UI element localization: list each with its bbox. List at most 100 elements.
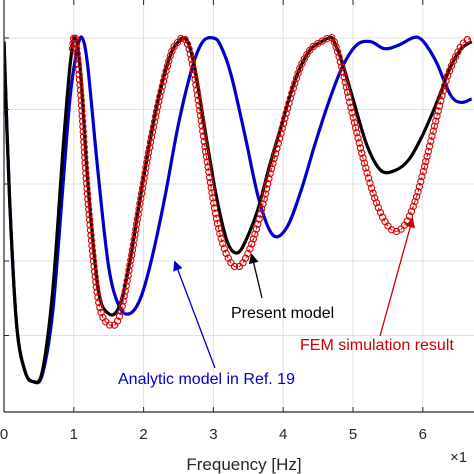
fem-marker-197 [285,99,293,107]
fem-marker-78 [131,230,139,239]
fem-marker-146 [206,178,215,187]
fem-marker-251 [384,222,392,230]
fem-marker-178 [260,195,268,203]
fem-marker-143 [204,163,212,171]
fem-marker-247 [374,204,383,212]
fem-marker-186 [270,154,278,163]
fem-marker-82 [134,210,142,218]
fem-marker-131 [195,101,203,109]
fem-marker-218 [336,58,345,66]
fem-marker-280 [437,97,445,105]
fem-marker-201 [291,79,299,87]
fem-marker-246 [372,199,381,207]
fem-marker-153 [212,214,221,223]
fem-marker-75 [128,246,137,254]
fem-marker-123 [188,60,197,68]
fem-marker-264 [417,177,425,186]
fem-marker-121 [186,50,194,58]
fem-marker-258 [407,207,416,216]
fem-marker-149 [209,194,217,202]
fem-marker-215 [332,43,340,51]
axes [3,0,474,413]
fem-marker-158 [219,239,227,248]
fem-marker-173 [254,220,262,228]
fem-marker-84 [136,200,144,208]
fem-marker-281 [438,92,446,100]
annotation-label-1: FEM simulation result [300,337,454,354]
fem-marker-225 [344,93,353,101]
fem-marker-9 [74,65,83,73]
fem-marker-41 [87,231,95,239]
fem-marker-127 [192,81,200,89]
fem-marker-152 [211,209,220,217]
fem-marker-222 [341,78,349,86]
fem-marker-11 [75,76,84,84]
fem-marker-6 [73,50,81,58]
fem-marker-236 [358,149,366,157]
fem-marker-48 [90,267,99,276]
fem-marker-31 [82,179,91,188]
fem-marker-181 [264,180,272,188]
fem-marker-104 [155,97,163,106]
fem-marker-284 [442,77,450,85]
fem-marker-231 [351,124,360,132]
fem-marker-68 [122,282,130,290]
fem-marker-111 [163,62,172,70]
fem-marker-223 [342,83,351,91]
fem-marker-191 [277,129,285,138]
fem-marker-65 [119,297,127,305]
fem-marker-168 [246,245,254,253]
fem-marker-139 [201,142,209,151]
fem-marker-263 [415,183,424,191]
fem-marker-226 [346,98,354,107]
fem-marker-260 [411,197,419,206]
fem-marker-189 [274,139,282,148]
fem-marker-107 [158,82,166,90]
fem-marker-108 [159,77,168,85]
fem-marker-88 [139,179,148,187]
fem-marker-105 [156,92,164,101]
fem-marker-241 [364,174,373,182]
fem-marker-128 [193,86,201,94]
fem-marker-14 [77,91,85,99]
fem-marker-265 [418,172,426,181]
fem-marker-259 [409,202,417,211]
fem-marker-243 [367,184,376,192]
x-tick-label-4: 4 [279,426,287,443]
fem-marker-99 [149,123,158,131]
fem-marker-74 [128,251,136,259]
fem-marker-147 [207,184,215,192]
fem-marker-200 [289,84,297,92]
fem-marker-277 [433,112,441,120]
fem-marker-77 [130,236,138,244]
series-present-model [4,35,473,384]
fem-marker-40 [86,226,95,234]
fem-marker-76 [129,241,138,249]
fem-marker-28 [81,164,90,172]
fem-marker-217 [335,53,343,61]
fem-marker-26 [81,153,89,162]
fem-marker-34 [84,195,92,203]
fem-marker-73 [127,256,135,264]
x-tick-label-3: 3 [209,426,217,443]
fem-marker-234 [355,139,363,147]
annotation-arrow-2 [173,260,216,369]
fem-marker-140 [202,148,210,156]
fem-marker-266 [419,167,427,176]
series-line-2 [71,35,472,327]
fem-marker-270 [424,147,433,156]
fem-marker-137 [199,132,208,140]
fem-marker-39 [86,221,94,229]
fem-marker-62 [115,312,124,320]
fem-marker-7 [74,55,82,63]
fem-marker-214 [330,38,339,46]
fem-marker-283 [441,82,449,90]
fem-marker-54 [95,298,103,307]
fem-marker-56 [97,308,105,317]
fem-marker-199 [288,89,296,97]
fem-marker-196 [283,104,292,112]
fem-marker-239 [362,164,370,172]
fem-marker-126 [191,76,199,84]
fem-marker-59 [105,321,114,329]
fem-marker-113 [166,52,174,60]
